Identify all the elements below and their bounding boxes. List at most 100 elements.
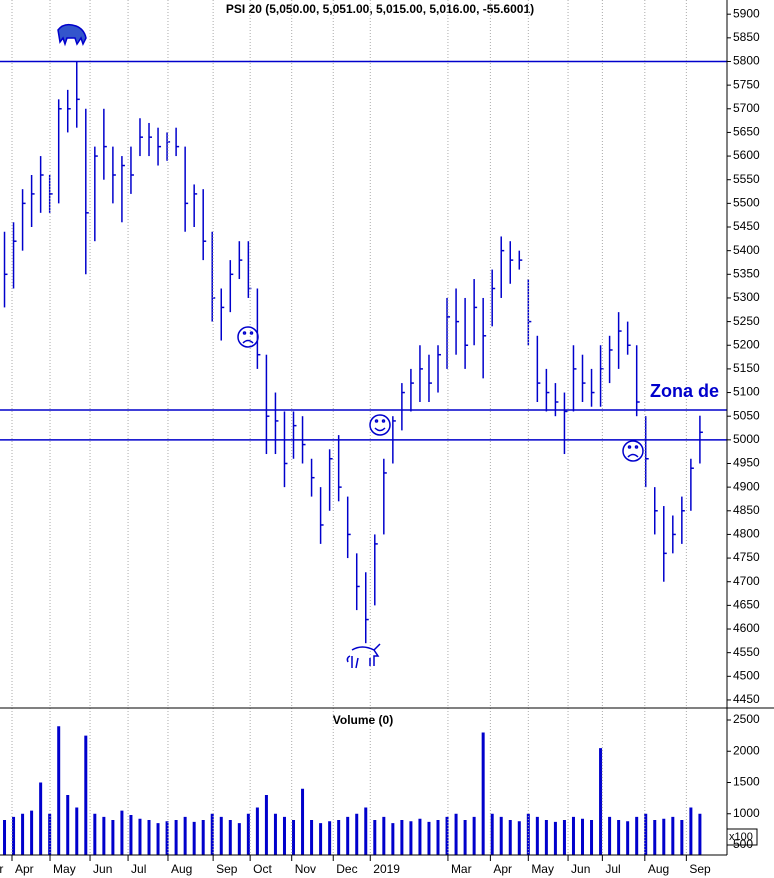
frown-icon xyxy=(622,440,644,462)
volume-bar xyxy=(544,820,548,855)
volume-bar xyxy=(192,821,196,855)
y-tick-label: 5550 xyxy=(733,172,760,186)
y-tick-label: 5250 xyxy=(733,314,760,328)
volume-bar xyxy=(84,735,88,855)
volume-bar xyxy=(219,816,223,855)
volume-bar xyxy=(698,813,702,855)
y-tick-label: 4600 xyxy=(733,621,760,635)
volume-bar xyxy=(581,818,585,855)
volume-bar xyxy=(201,820,205,855)
volume-bar xyxy=(282,816,286,855)
y-tick-label: 4950 xyxy=(733,456,760,470)
volume-bar xyxy=(463,820,467,855)
volume-bar xyxy=(481,732,485,855)
volume-title: Volume (0) xyxy=(333,713,393,727)
volume-bar xyxy=(21,813,25,855)
y-tick-label: 5200 xyxy=(733,337,760,351)
volume-bar xyxy=(337,820,341,855)
volume-bar xyxy=(264,795,268,855)
smile-icon xyxy=(369,414,391,436)
y-tick-label: 1000 xyxy=(733,806,760,820)
y-tick-label: 4650 xyxy=(733,598,760,612)
volume-bar xyxy=(174,820,178,855)
y-tick-label: 5400 xyxy=(733,243,760,257)
bull-icon xyxy=(346,643,381,669)
volume-bar xyxy=(364,807,368,855)
volume-bar xyxy=(102,816,106,855)
y-tick-label: 5450 xyxy=(733,219,760,233)
annotation: Zona de xyxy=(650,381,719,401)
volume-bar xyxy=(120,810,124,855)
y-tick-label: 5750 xyxy=(733,77,760,91)
volume-bar xyxy=(608,816,612,855)
volume-bar xyxy=(147,820,151,855)
volume-bar xyxy=(12,816,16,855)
volume-bar xyxy=(490,813,494,855)
volume-bar xyxy=(617,820,621,855)
y-tick-label: 5800 xyxy=(733,54,760,68)
x-tick-label: Sep xyxy=(689,862,711,876)
x-tick-label: Sep xyxy=(216,862,238,876)
x-tick-label: Aug xyxy=(648,862,669,876)
volume-bar xyxy=(517,821,521,855)
volume-bar xyxy=(400,820,404,855)
y-tick-label: 4750 xyxy=(733,550,760,564)
y-tick-label: 5500 xyxy=(733,196,760,210)
y-tick-label: 5850 xyxy=(733,30,760,44)
volume-bar xyxy=(689,807,693,855)
volume-bar xyxy=(373,820,377,855)
volume-bar xyxy=(355,813,359,855)
volume-bar xyxy=(472,816,476,855)
x-tick-label: r xyxy=(0,862,3,876)
volume-bar xyxy=(156,823,160,855)
volume-bar xyxy=(237,823,241,855)
volume-bar xyxy=(382,816,386,855)
y-tick-label: 4850 xyxy=(733,503,760,517)
x-tick-label: Jun xyxy=(571,862,590,876)
y-tick-label: 2000 xyxy=(733,743,760,757)
volume-bar xyxy=(39,782,43,855)
y-tick-label: 500 xyxy=(733,837,753,851)
volume-bar xyxy=(183,816,187,855)
volume-bar xyxy=(310,820,314,855)
y-tick-label: 2500 xyxy=(733,712,760,726)
volume-bar xyxy=(319,823,323,855)
x-tick-label: Nov xyxy=(295,862,316,876)
y-tick-label: 5300 xyxy=(733,290,760,304)
volume-bar xyxy=(454,813,458,855)
volume-bar xyxy=(418,818,422,855)
x-tick-label: May xyxy=(53,862,76,876)
volume-bar xyxy=(680,820,684,855)
volume-bar xyxy=(273,813,277,855)
x-tick-label: Mar xyxy=(451,862,472,876)
x-tick-label: Jun xyxy=(93,862,112,876)
volume-bar xyxy=(671,816,675,855)
x-tick-label: Oct xyxy=(253,862,272,876)
volume-bar xyxy=(644,813,648,855)
volume-unit: x100 xyxy=(729,831,753,843)
icons xyxy=(57,23,644,669)
y-tick-label: 4700 xyxy=(733,574,760,588)
volume-bar xyxy=(590,820,594,855)
y-tick-label: 1500 xyxy=(733,775,760,789)
volume-bar xyxy=(427,821,431,855)
volume-bar xyxy=(30,810,34,855)
x-tick-label: Apr xyxy=(493,862,512,876)
frown-icon xyxy=(237,326,259,348)
volume-bar xyxy=(346,816,350,855)
volume-bar xyxy=(66,795,70,855)
volume-bar xyxy=(499,816,503,855)
volume-bar xyxy=(93,813,97,855)
volume-bar xyxy=(246,813,250,855)
volume-bar xyxy=(535,816,539,855)
x-tick-label: Jul xyxy=(605,862,620,876)
volume-bar xyxy=(662,818,666,855)
volume-bar xyxy=(445,816,449,855)
volume-bar xyxy=(228,820,232,855)
volume-bar xyxy=(75,807,79,855)
x-tick-label: May xyxy=(531,862,554,876)
y-tick-label: 5150 xyxy=(733,361,760,375)
y-tick-label: 5100 xyxy=(733,385,760,399)
volume-bar xyxy=(635,816,639,855)
